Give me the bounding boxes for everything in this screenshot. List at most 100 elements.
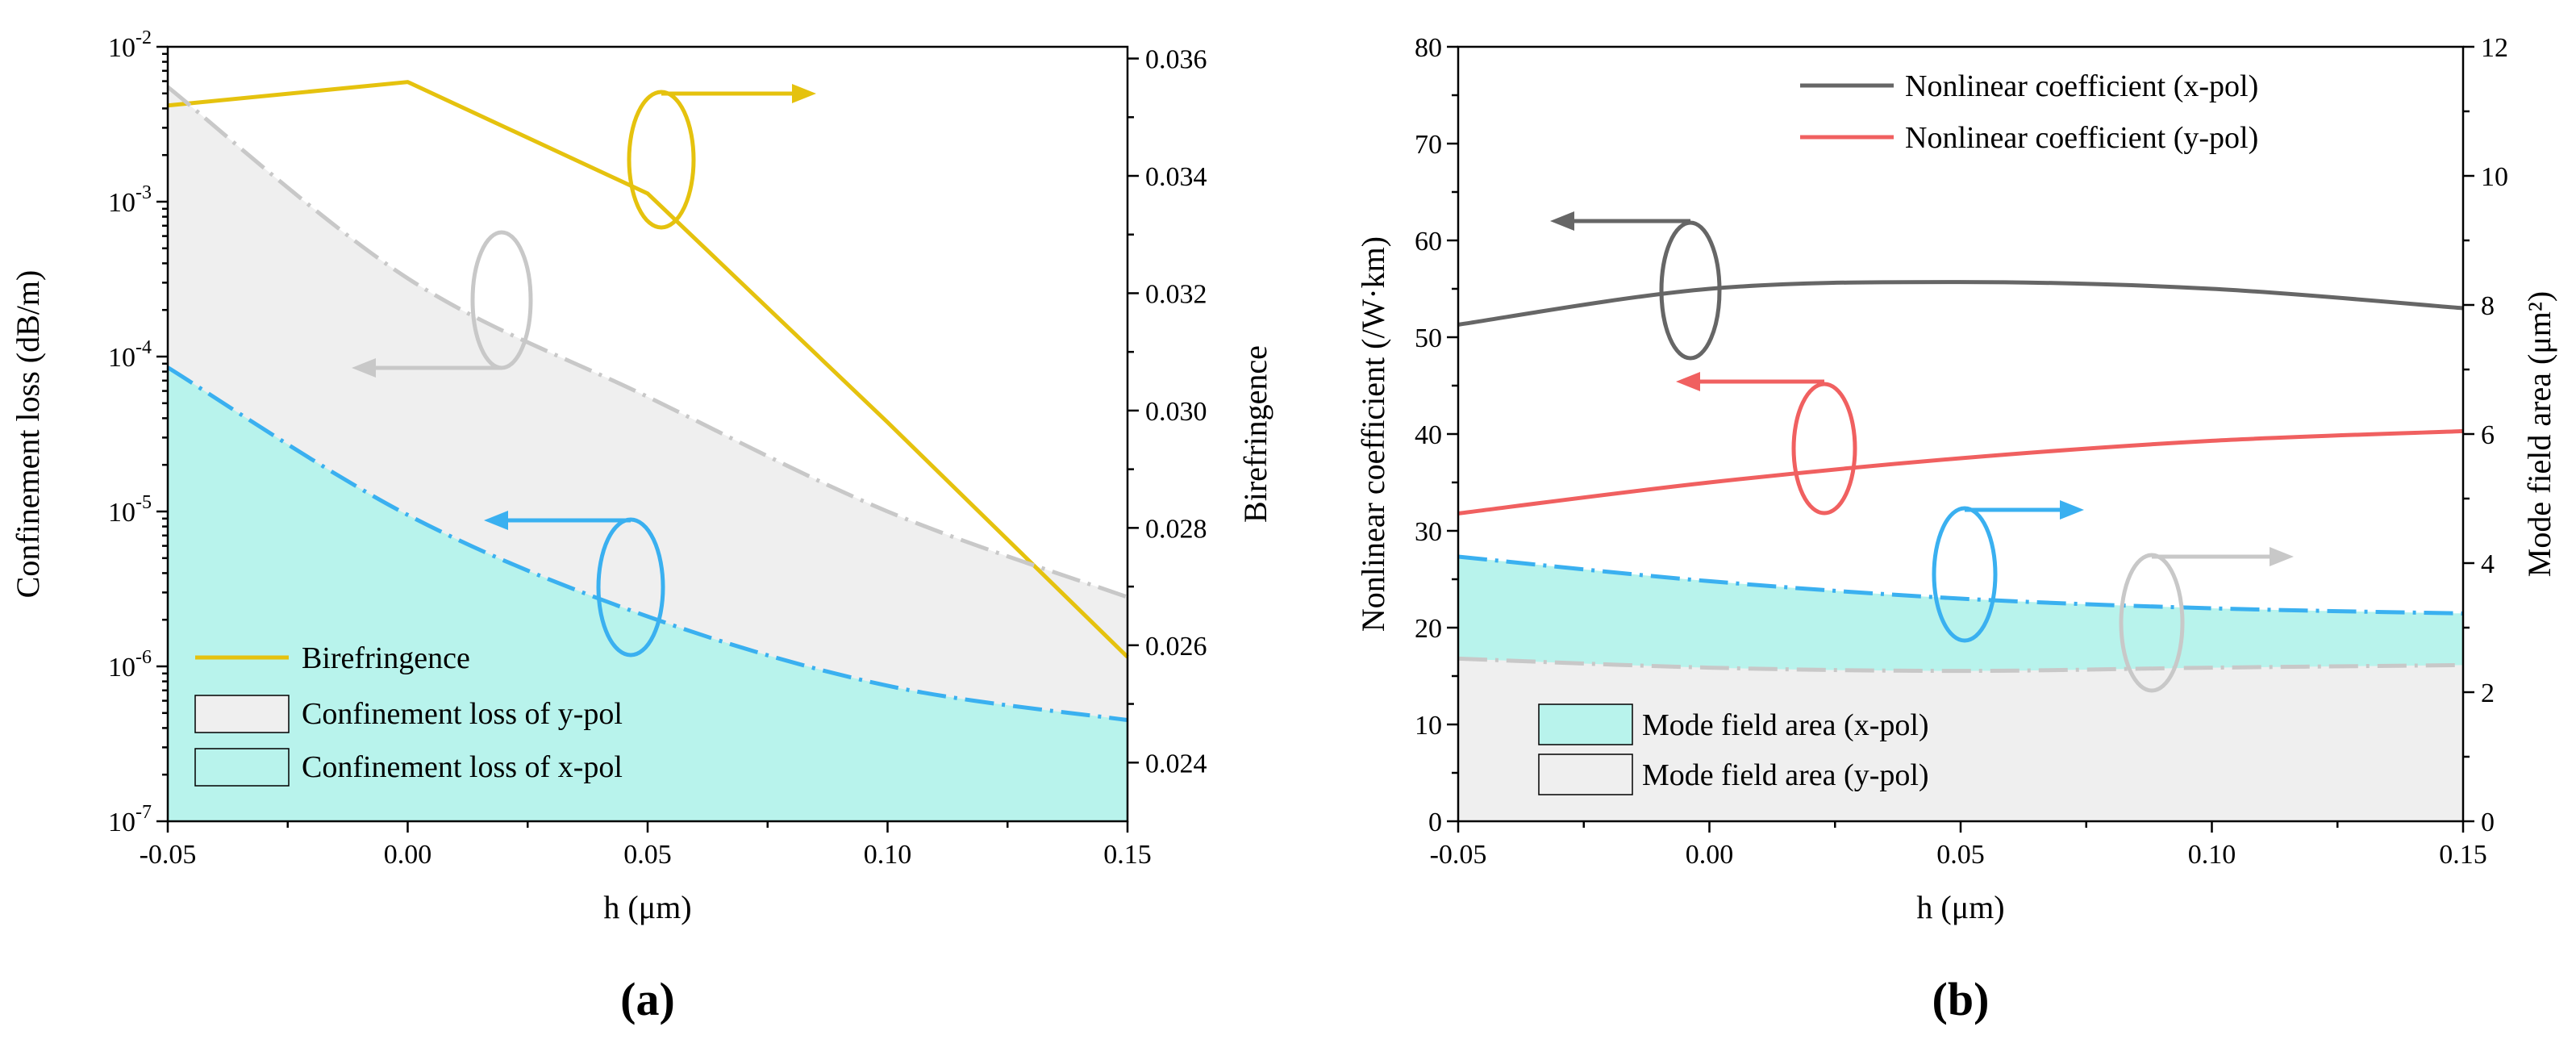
- y-left-tick-label: 10-4: [108, 337, 152, 373]
- y-right-tick-label: 0.036: [1145, 45, 1207, 75]
- point-nonlinear-coefficient-y-pol--1: [1709, 482, 1710, 483]
- y-left-tick-label: 10-2: [108, 27, 152, 63]
- panel-b-label: (b): [1932, 973, 1990, 1025]
- y-right-tick-label: 0.032: [1145, 279, 1207, 309]
- y-pol-loss-arrowhead: [352, 358, 376, 378]
- panel-b-legend-top: Nonlinear coefficient (x-pol) Nonlinear …: [1800, 69, 2258, 155]
- point-confinement-loss-of-y-pol-1: [407, 278, 408, 279]
- y-left-tick-label: 0: [1428, 808, 1442, 837]
- panel-b-plot-layer: [1457, 280, 2464, 821]
- nl-y-arrowhead: [1676, 372, 1700, 391]
- panel-b: -0.05 0.00 0.05 0.10 0.15 0 10 20 30 40 50 60 70 80 0 2…: [1355, 33, 2557, 1025]
- y-left-tick-label: 30: [1415, 517, 1442, 547]
- legend-mfa-y-swatch: [1538, 754, 1633, 795]
- point-birefringence-3: [887, 422, 888, 423]
- birefringence-arrowhead: [792, 84, 816, 103]
- y-left-tick-label: 20: [1415, 614, 1442, 644]
- point-nonlinear-coefficient-x-pol--3: [2211, 289, 2212, 290]
- panel-a: -0.05 0.00 0.05 0.10 0.15 10-7 10-6 10-5 10-4 10-…: [10, 27, 1273, 1025]
- x-tick-label: 0.00: [1686, 840, 1734, 870]
- panel-a-plot-layer: [166, 80, 1129, 822]
- point-nonlinear-coefficient-x-pol--1: [1709, 289, 1710, 290]
- legend-nl-x-label: Nonlinear coefficient (x-pol): [1905, 69, 2258, 103]
- x-tick-label: 0.10: [2188, 840, 2236, 870]
- line-nonlinear-coefficient-y-pol-: [1457, 428, 2464, 516]
- y-right-tick-label: 10: [2481, 162, 2508, 192]
- legend-mfa-y-label: Mode field area (y-pol): [1642, 758, 1929, 792]
- x-tick-label: 0.15: [2439, 840, 2487, 870]
- line-confinement-loss-of-x-pol: [166, 365, 1128, 723]
- x-tick-label: 0.15: [1103, 840, 1152, 870]
- legend-birefringence-label: Birefringence: [302, 641, 470, 675]
- panel-b-ylabel-right: Mode field area (μm²): [2521, 291, 2557, 577]
- x-tick-label: 0.05: [1936, 840, 1985, 870]
- y-right-tick-label: 0.024: [1145, 749, 1207, 779]
- mfa-x-arrowhead: [2060, 500, 2084, 520]
- y-right-tick-label: 6: [2481, 420, 2495, 450]
- line-mode-field-area-x-pol-: [1457, 554, 2464, 616]
- y-left-tick-label: 10-6: [108, 647, 152, 683]
- point-confinement-loss-of-x-pol-1: [407, 515, 408, 516]
- panel-b-ticks: -0.05 0.00 0.05 0.10 0.15 0 10 20 30 40 50 60 70 80 0 2…: [1415, 33, 2508, 870]
- legend-mfa-x-swatch: [1538, 703, 1633, 745]
- panel-a-xlabel: h (μm): [603, 889, 691, 925]
- y-right-tick-label: 0.028: [1145, 514, 1207, 544]
- x-tick-label: -0.05: [1430, 840, 1487, 870]
- panel-a-annotations: [352, 84, 816, 658]
- point-mode-field-area-x-pol--1: [1709, 581, 1710, 582]
- panel-b-annotations: [1550, 211, 2294, 693]
- legend-nl-y-label: Nonlinear coefficient (y-pol): [1905, 121, 2258, 155]
- y-right-tick-label: 8: [2481, 291, 2495, 321]
- y-left-tick-label: 60: [1415, 227, 1442, 257]
- y-left-tick-label: 10-7: [108, 802, 152, 837]
- point-confinement-loss-of-y-pol-3: [887, 511, 888, 512]
- point-confinement-loss-of-x-pol-3: [887, 685, 888, 686]
- y-right-tick-label: 0.030: [1145, 397, 1207, 427]
- y-right-tick-label: 0.026: [1145, 632, 1207, 662]
- y-left-tick-label: 50: [1415, 324, 1442, 353]
- line-nonlinear-coefficient-x-pol-: [1457, 280, 2464, 327]
- line-birefringence: [167, 80, 1129, 659]
- x-tick-label: 0.00: [384, 840, 432, 870]
- y-right-tick-label: 2: [2481, 678, 2495, 708]
- point-nonlinear-coefficient-y-pol--3: [2211, 440, 2212, 441]
- panel-a-label: (a): [620, 973, 675, 1025]
- x-tick-label: -0.05: [140, 840, 197, 870]
- x-tick-label: 0.05: [623, 840, 672, 870]
- panel-a-legend: Birefringence Confinement loss of y-pol …: [194, 641, 623, 787]
- legend-x-pol-label: Confinement loss of x-pol: [302, 750, 623, 784]
- panel-b-xlabel: h (μm): [1916, 889, 2004, 925]
- y-right-tick-label: 12: [2481, 33, 2508, 63]
- point-birefringence-1: [407, 81, 408, 82]
- y-left-tick-label: 10-3: [108, 182, 152, 218]
- y-right-tick-label: 4: [2481, 549, 2495, 579]
- x-pol-loss-arrowhead: [484, 511, 508, 530]
- y-left-tick-label: 10-5: [108, 492, 152, 528]
- y-right-tick-label: 0: [2481, 808, 2495, 837]
- point-mode-field-area-y-pol--1: [1709, 667, 1710, 668]
- legend-mfa-x-label: Mode field area (x-pol): [1642, 708, 1929, 742]
- line-mode-field-area-y-pol-: [1457, 656, 2464, 674]
- legend-y-pol-swatch: [194, 695, 290, 733]
- legend-x-pol-swatch: [194, 748, 290, 787]
- y-left-tick-label: 70: [1415, 130, 1442, 160]
- mfa-y-arrowhead: [2270, 547, 2294, 566]
- nl-y-ellipse: [1791, 382, 1857, 516]
- point-mode-field-area-x-pol--3: [2211, 608, 2212, 609]
- y-left-tick-label: 80: [1415, 33, 1442, 63]
- nl-x-arrowhead: [1550, 211, 1574, 231]
- area-confinement-loss-of-x-pol: [168, 367, 1128, 821]
- panel-a-ylabel-left: Confinement loss (dB/m): [10, 270, 46, 599]
- panel-a-ylabel-right: Birefringence: [1237, 345, 1273, 523]
- panel-b-ylabel-left: Nonlinear coefficient (/W·km): [1355, 236, 1391, 632]
- panel-b-legend-bottom: Mode field area (x-pol) Mode field area …: [1538, 703, 1929, 795]
- x-tick-label: 0.10: [864, 840, 912, 870]
- area-mode-field-area-y-pol-: [1458, 658, 2463, 821]
- y-left-tick-label: 40: [1415, 420, 1442, 450]
- line-confinement-loss-of-y-pol: [166, 85, 1128, 599]
- legend-y-pol-label: Confinement loss of y-pol: [302, 697, 623, 731]
- y-right-tick-label: 0.034: [1145, 162, 1207, 192]
- point-mode-field-area-y-pol--3: [2211, 667, 2212, 668]
- y-left-tick-label: 10: [1415, 711, 1442, 741]
